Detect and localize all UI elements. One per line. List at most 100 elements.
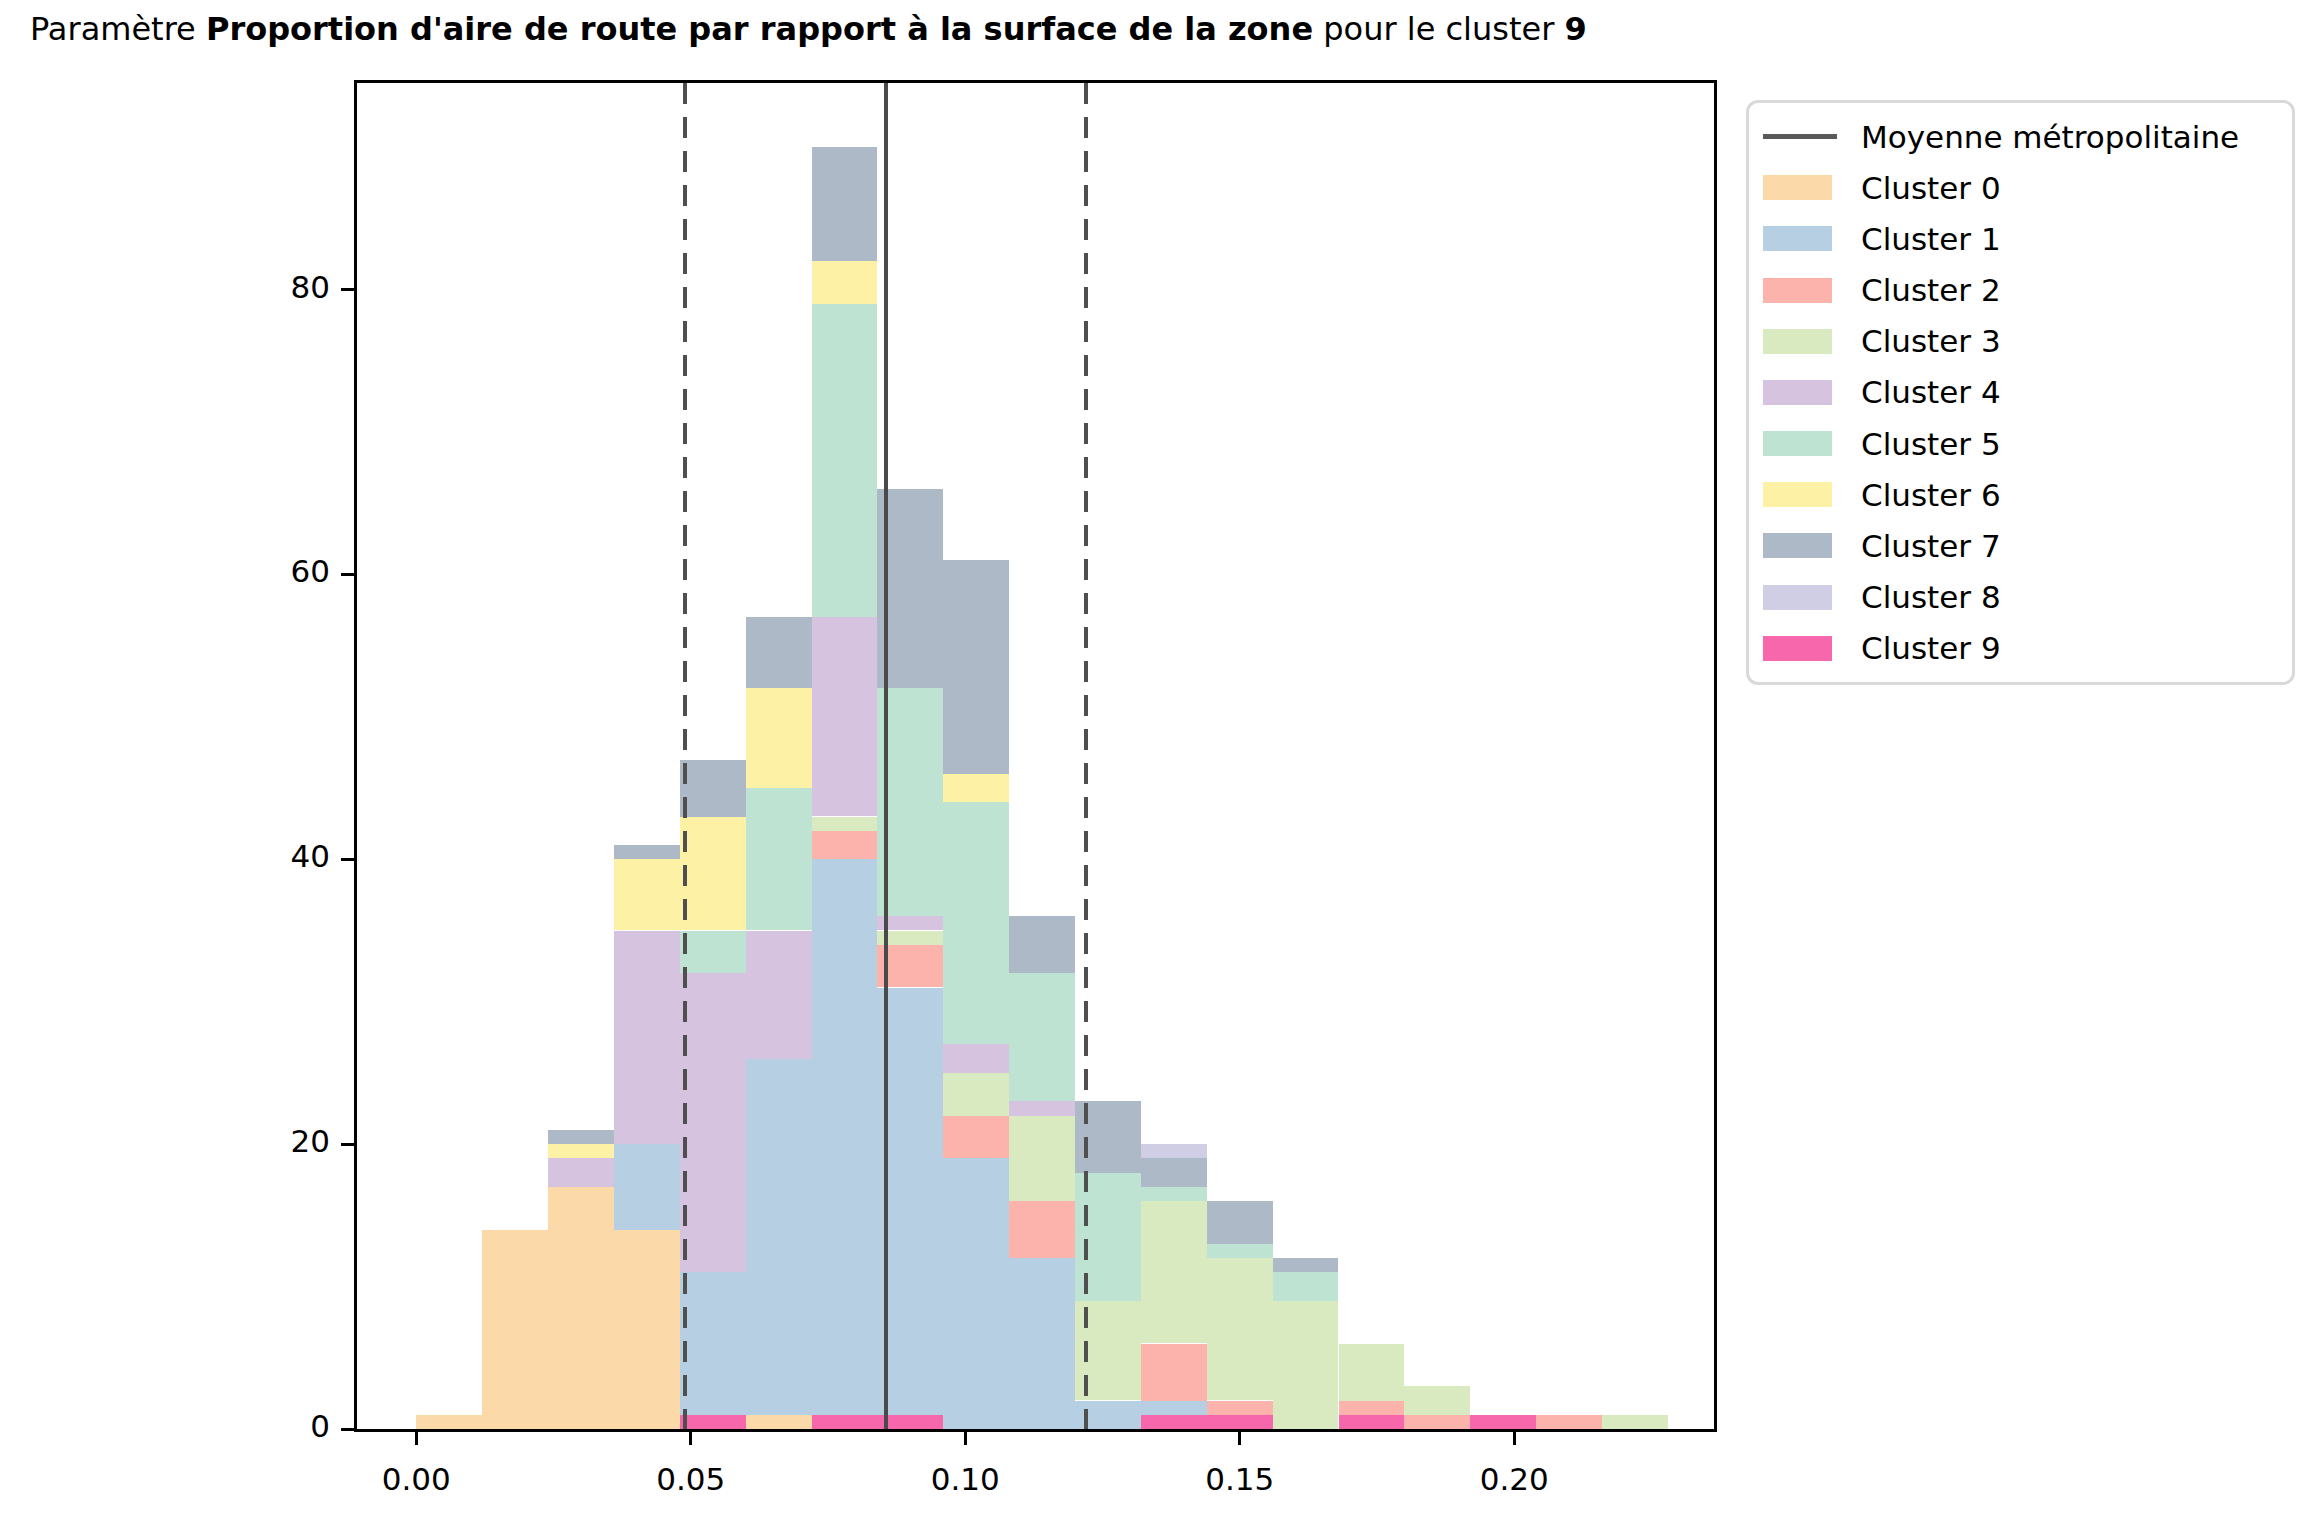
legend-swatch [1763,278,1832,303]
bar-segment-cluster-3 [943,1073,1009,1116]
bar-segment-cluster-3 [812,817,878,831]
legend-swatch-box [1763,329,1841,354]
bar-segment-cluster-5 [1207,1244,1273,1258]
x-tick-label: 0.10 [905,1461,1025,1497]
y-tick [341,573,354,576]
figure: Paramètre Proportion d'aire de route par… [0,0,2319,1513]
bar-segment-cluster-4 [943,1044,1009,1073]
legend-item-mean: Moyenne métropolitaine [1763,113,2292,161]
bar-segment-cluster-7 [1009,916,1075,973]
bar-segment-cluster-7 [746,617,812,688]
mean-line-swatch [1763,134,1837,139]
bar-segment-cluster-1 [943,1158,1009,1429]
bar-segment-cluster-9 [1339,1415,1405,1429]
x-tick-label: 0.15 [1180,1461,1300,1497]
bar-segment-cluster-1 [614,1144,680,1230]
bar-segment-cluster-6 [812,261,878,304]
legend-label: Cluster 1 [1861,221,2001,257]
x-tick-label: 0.20 [1454,1461,1574,1497]
legend-swatch-box [1763,380,1841,405]
bar-segment-cluster-6 [614,859,680,930]
bar-segment-cluster-3 [1602,1415,1668,1429]
bar-segment-cluster-9 [1207,1415,1273,1429]
bar-segment-cluster-3 [1404,1386,1470,1415]
x-tick-label: 0.05 [631,1461,751,1497]
bar-segment-cluster-2 [1404,1415,1470,1429]
x-tick [1238,1432,1241,1445]
bar-segment-cluster-9 [1141,1415,1207,1429]
legend-label: Cluster 3 [1861,323,2001,359]
legend-label: Cluster 4 [1861,374,2001,410]
bar-segment-cluster-2 [1536,1415,1602,1429]
legend-swatch-box [1763,134,1841,139]
legend-label: Cluster 8 [1861,579,2001,615]
legend-swatch [1763,431,1832,456]
x-tick [689,1432,692,1445]
y-tick-label: 80 [235,269,330,305]
bar-segment-cluster-6 [943,774,1009,803]
legend-item-cluster-5: Cluster 5 [1763,420,2292,468]
legend-label: Cluster 2 [1861,272,2001,308]
bar-segment-cluster-5 [1009,973,1075,1101]
bar-segment-cluster-7 [1207,1201,1273,1244]
legend-swatch-box [1763,431,1841,456]
bar-segment-cluster-2 [1009,1201,1075,1258]
bar-segment-cluster-3 [1009,1116,1075,1202]
std-line-0 [683,83,687,1429]
bar-segment-cluster-2 [943,1116,1009,1159]
bar-segment-cluster-7 [943,560,1009,774]
title-segment-1: Proportion d'aire de route par rapport à… [206,10,1313,48]
mean-line [884,83,888,1429]
bar-segment-cluster-0 [416,1415,482,1429]
bar-segment-cluster-0 [746,1415,812,1429]
bar-segment-cluster-7 [812,147,878,261]
plot-area: 0.000.050.100.150.20020406080 [354,80,1717,1432]
legend-label: Cluster 7 [1861,528,2001,564]
x-tick [1513,1432,1516,1445]
legend-item-cluster-3: Cluster 3 [1763,317,2292,365]
legend-swatch [1763,533,1832,558]
legend-item-cluster-1: Cluster 1 [1763,215,2292,263]
bar-segment-cluster-3 [1141,1201,1207,1343]
x-tick-label: 0.00 [356,1461,476,1497]
title-segment-0: Paramètre [30,10,206,48]
legend-label: Cluster 5 [1861,426,2001,462]
y-tick [341,288,354,291]
legend-swatch-box [1763,585,1841,610]
bar-segment-cluster-7 [548,1130,614,1144]
y-tick [341,1143,354,1146]
bar-segment-cluster-4 [812,617,878,816]
legend-swatch [1763,636,1832,661]
legend-item-cluster-6: Cluster 6 [1763,471,2292,519]
bar-segment-cluster-2 [1207,1401,1273,1415]
bar-segment-cluster-2 [812,831,878,860]
y-tick-label: 60 [235,553,330,589]
bar-segment-cluster-9 [680,1415,746,1429]
legend-swatch [1763,329,1832,354]
legend-item-cluster-9: Cluster 9 [1763,624,2292,672]
bar-segment-cluster-4 [1009,1101,1075,1115]
bar-segment-cluster-1 [1009,1258,1075,1429]
legend-swatch-box [1763,482,1841,507]
legend-swatch-box [1763,636,1841,661]
y-tick-label: 40 [235,838,330,874]
bar-segment-cluster-4 [680,973,746,1272]
legend-label: Cluster 0 [1861,170,2001,206]
legend-item-cluster-2: Cluster 2 [1763,266,2292,314]
bar-segment-cluster-7 [1273,1258,1339,1272]
legend-label: Cluster 6 [1861,477,2001,513]
legend-swatch-box [1763,533,1841,558]
y-tick-label: 20 [235,1123,330,1159]
legend-swatch-box [1763,278,1841,303]
bar-segment-cluster-1 [1141,1401,1207,1415]
legend: Moyenne métropolitaine Cluster 0 Cluster … [1746,100,2295,685]
legend-swatch [1763,380,1832,405]
bar-segment-cluster-9 [812,1415,878,1429]
bar-segment-cluster-7 [680,760,746,817]
bar-segment-cluster-3 [1339,1344,1405,1401]
bar-segment-cluster-9 [1470,1415,1536,1429]
bar-segment-cluster-5 [1273,1272,1339,1301]
bar-segment-cluster-6 [680,817,746,931]
legend-label: Moyenne métropolitaine [1861,119,2239,155]
bar-segment-cluster-3 [1273,1301,1339,1429]
